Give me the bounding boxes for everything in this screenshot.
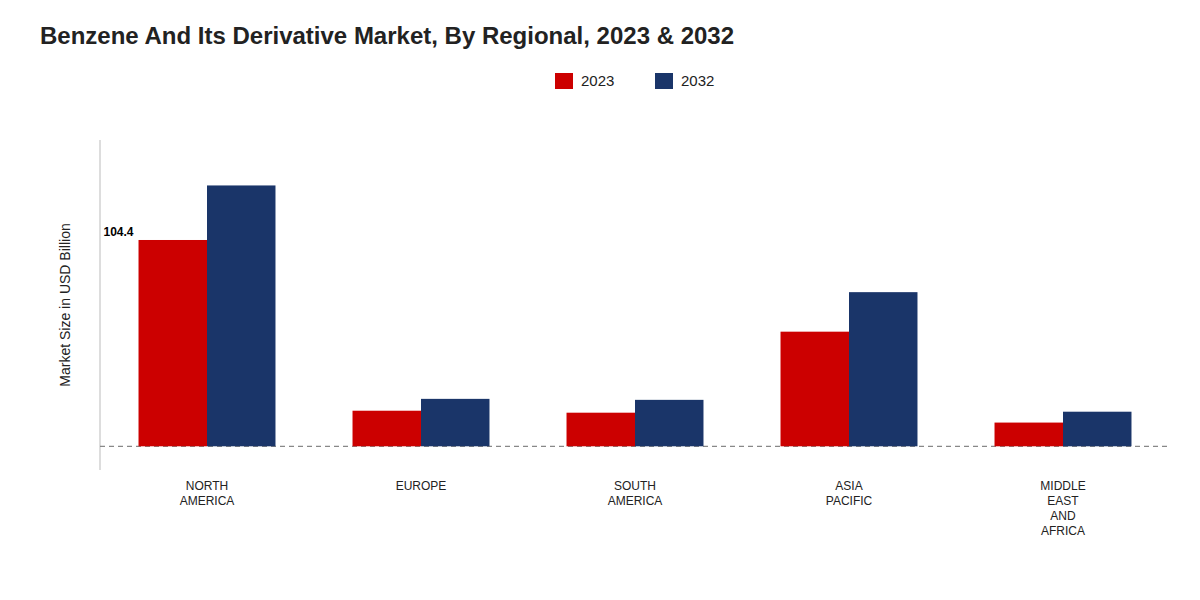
bar (567, 413, 635, 447)
x-tick-label: MIDDLEEASTANDAFRICA (1040, 479, 1085, 538)
x-tick-label: EUROPE (396, 479, 447, 493)
legend: 2023 2032 (555, 72, 714, 89)
bar (353, 411, 421, 447)
bars (139, 185, 1132, 446)
chart: Benzene And Its Derivative Market, By Re… (0, 0, 1200, 600)
title: Benzene And Its Derivative Market, By Re… (40, 22, 734, 49)
x-tick-label: SOUTHAMERICA (608, 479, 663, 508)
bar (995, 423, 1063, 447)
legend-label: 2032 (681, 72, 714, 89)
bar (781, 332, 849, 447)
bar (635, 400, 703, 446)
legend-label: 2023 (581, 72, 614, 89)
bar (207, 185, 275, 446)
y-axis-line (100, 140, 101, 470)
bar (421, 399, 489, 446)
x-tick-label: ASIAPACIFIC (826, 479, 873, 508)
bar (139, 240, 207, 446)
x-tick-label: NORTHAMERICA (180, 479, 235, 508)
legend-swatch (655, 73, 673, 89)
bar (849, 292, 917, 446)
legend-swatch (555, 73, 573, 89)
y-axis-label: Market Size in USD Billion (57, 223, 73, 386)
annotation: 104.4 (103, 225, 133, 239)
bar (1063, 412, 1131, 447)
